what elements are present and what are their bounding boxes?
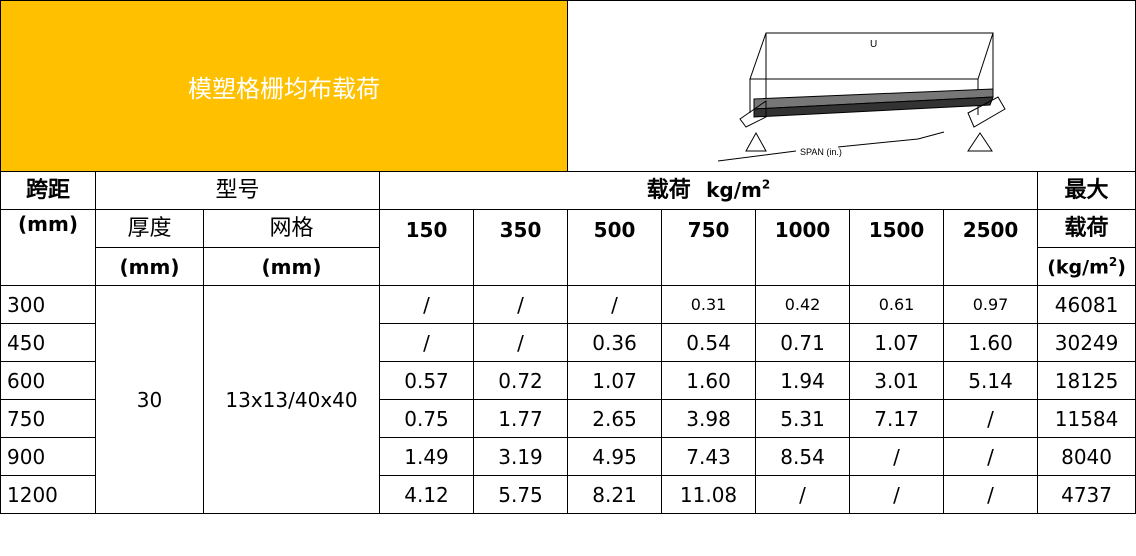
header-max-unit: (kg/m2) — [1037, 247, 1136, 286]
mesh-cell: 13x13/40x40 — [203, 285, 380, 514]
max-cell: 8040 — [1037, 437, 1136, 476]
value-cell: 5.31 — [755, 399, 851, 438]
value-cell: / — [379, 323, 474, 362]
value-cell: 0.75 — [379, 399, 474, 438]
label-span: SPAN (in.) — [800, 147, 842, 157]
header-model: 型号 — [95, 171, 380, 210]
value-cell: 1.60 — [661, 361, 757, 400]
header-load-2500: 2500 — [943, 209, 1039, 286]
value-cell: 3.01 — [849, 361, 945, 400]
header-load-unit: kg/m — [706, 178, 762, 202]
value-cell: 1.60 — [943, 323, 1039, 362]
value-cell: 5.75 — [472, 475, 569, 514]
grating-illustration: U SPAN (in.) — [717, 32, 1006, 162]
header-span: 跨距 — [0, 171, 96, 210]
max-cell: 18125 — [1037, 361, 1136, 400]
value-cell: / — [849, 437, 945, 476]
grating-diagram: U SPAN (in.) — [567, 0, 1136, 172]
value-cell: 8.21 — [567, 475, 663, 514]
value-cell: 0.61 — [849, 285, 945, 324]
header-load-500: 500 — [567, 209, 663, 286]
max-cell: 30249 — [1037, 323, 1136, 362]
value-cell: / — [472, 323, 569, 362]
max-cell: 11584 — [1037, 399, 1136, 438]
value-cell: / — [943, 475, 1039, 514]
value-cell: 7.43 — [661, 437, 757, 476]
table-row: 450 / / 0.36 0.54 0.71 1.07 1.60 30249 — [0, 323, 1136, 362]
value-cell: 1.49 — [379, 437, 474, 476]
header-load-1500: 1500 — [849, 209, 945, 286]
value-cell: 4.95 — [567, 437, 663, 476]
value-cell: 1.77 — [472, 399, 569, 438]
span-cell: 300 — [0, 285, 96, 324]
value-cell: 0.42 — [755, 285, 851, 324]
value-cell: 0.31 — [661, 285, 757, 324]
header-thickness: 厚度 — [95, 209, 204, 248]
header-span-unit: (mm) — [0, 209, 96, 286]
span-cell: 750 — [0, 399, 96, 438]
value-cell: 1.94 — [755, 361, 851, 400]
value-cell: / — [849, 475, 945, 514]
value-cell: 0.54 — [661, 323, 757, 362]
span-cell: 450 — [0, 323, 96, 362]
table-row: 300 30 13x13/40x40 / / / 0.31 0.42 0.61 … — [0, 285, 1136, 514]
header-max-line2: 载荷 — [1037, 209, 1136, 248]
thickness-cell: 30 — [95, 285, 204, 514]
header-load-label: 载荷 — [646, 178, 691, 203]
span-cell: 900 — [0, 437, 96, 476]
value-cell: / — [943, 437, 1039, 476]
header-mesh: 网格 — [203, 209, 380, 248]
value-cell: 8.54 — [755, 437, 851, 476]
header-load: 载荷 kg/m2 — [378, 171, 1039, 210]
value-cell: 1.07 — [849, 323, 945, 362]
header-load-350: 350 — [472, 209, 569, 286]
value-cell: 3.19 — [472, 437, 569, 476]
header-load-150: 150 — [379, 209, 474, 286]
page-title: 模塑格栅均布载荷 — [0, 0, 569, 172]
value-cell: 1.07 — [567, 361, 663, 400]
value-cell: 2.65 — [567, 399, 663, 438]
value-cell: 3.98 — [661, 399, 757, 438]
value-cell: / — [943, 399, 1039, 438]
value-cell: 11.08 — [661, 475, 757, 514]
header-mesh-unit: (mm) — [203, 247, 380, 286]
value-cell: / — [472, 285, 569, 324]
value-cell: 0.36 — [567, 323, 663, 362]
value-cell: 7.17 — [849, 399, 945, 438]
value-cell: / — [379, 285, 474, 324]
value-cell: 0.72 — [472, 361, 569, 400]
value-cell: 5.14 — [943, 361, 1039, 400]
header-max-line1: 最大 — [1037, 171, 1136, 210]
header-load-1000: 1000 — [755, 209, 851, 286]
value-cell: / — [755, 475, 851, 514]
table-row: 750 0.75 1.77 2.65 3.98 5.31 7.17 / 1158… — [0, 399, 1136, 438]
table-row: 600 0.57 0.72 1.07 1.60 1.94 3.01 5.14 1… — [0, 361, 1136, 400]
value-cell: 4.12 — [379, 475, 474, 514]
header-load-750: 750 — [661, 209, 757, 286]
span-cell: 600 — [0, 361, 96, 400]
table-row: 1200 4.12 5.75 8.21 11.08 / / / 4737 — [0, 475, 1136, 514]
header-load-unit-sup: 2 — [761, 177, 771, 192]
load-table: 模塑格栅均布载荷 — [0, 0, 1136, 514]
value-cell: 0.71 — [755, 323, 851, 362]
max-cell: 4737 — [1037, 475, 1136, 514]
label-u: U — [870, 39, 877, 50]
span-cell: 1200 — [0, 475, 96, 514]
max-cell: 46081 — [1037, 285, 1136, 324]
value-cell: 0.97 — [943, 285, 1039, 324]
value-cell: 0.57 — [379, 361, 474, 400]
header-thickness-unit: (mm) — [95, 247, 204, 286]
value-cell: / — [567, 285, 663, 324]
